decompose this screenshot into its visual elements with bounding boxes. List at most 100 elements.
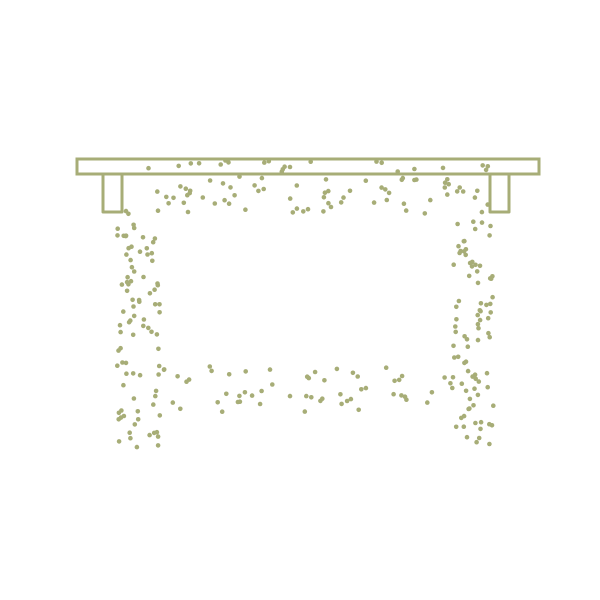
stipple-dot — [220, 181, 226, 186]
stipple-dot — [232, 193, 237, 198]
stipple-dot — [218, 162, 223, 167]
stipple-dot — [445, 177, 450, 182]
stipple-dot — [458, 248, 463, 254]
stipple-dot — [478, 301, 484, 306]
stipple-dot — [448, 381, 453, 386]
stipple-dot — [475, 321, 481, 327]
stipple-dot — [488, 301, 493, 307]
stipple-dot — [399, 373, 405, 379]
stipple-dot — [153, 388, 159, 394]
stipple-dot — [287, 393, 293, 399]
stipple-dot — [150, 258, 155, 264]
stipple-dot — [371, 200, 377, 205]
stipple-dot — [115, 363, 120, 369]
stipple-dot — [453, 424, 459, 430]
stipple-dot — [129, 244, 134, 249]
stipple-dot — [294, 183, 300, 188]
stipple-dot — [471, 403, 476, 408]
stipple-dot — [478, 419, 484, 425]
stipple-dot — [472, 386, 477, 392]
stipple-dot — [428, 197, 433, 203]
stipple-dot — [465, 344, 471, 350]
stipple-dot — [446, 181, 452, 187]
stipple-dot — [226, 372, 232, 377]
stipple-dot — [301, 209, 306, 214]
stipple-dot — [237, 399, 243, 405]
stipple-dot — [455, 354, 461, 360]
stipple-dot — [341, 195, 346, 200]
stipple-dot — [121, 382, 126, 388]
table-bracket-right — [488, 174, 511, 214]
stipple-dot — [130, 297, 135, 303]
stipple-dot — [126, 319, 132, 325]
stipple-dot — [200, 195, 206, 200]
stipple-dot — [442, 180, 448, 185]
stipple-dot — [466, 406, 471, 412]
stipple-dot — [282, 164, 287, 169]
stipple-dot — [392, 378, 397, 384]
stipple-dot — [309, 395, 314, 400]
stipple-dot — [451, 262, 457, 268]
stipple-dot — [338, 392, 343, 397]
stipple-dot — [451, 343, 456, 349]
stipple-dot — [135, 417, 141, 422]
stipple-dot — [456, 243, 461, 249]
stipple-dot — [145, 252, 150, 257]
stipple-dot — [270, 382, 275, 387]
stipple-dot — [487, 334, 493, 340]
stipple-dot — [478, 426, 483, 432]
stipple-dot — [196, 161, 202, 166]
stipple-dot — [484, 302, 489, 308]
stipple-dot — [472, 195, 478, 200]
stipple-dot — [290, 210, 296, 215]
stipple-dot — [323, 177, 329, 182]
stipple-dot — [475, 280, 481, 286]
stipple-dot — [243, 207, 248, 212]
stipple-dot — [259, 388, 264, 394]
stipple-dot — [135, 409, 141, 414]
stipple-dot — [454, 317, 459, 322]
stipple-dot — [178, 184, 183, 189]
stipple-dot — [453, 324, 458, 329]
stipple-dot — [119, 282, 125, 287]
stipple-dot — [121, 309, 126, 314]
stipple-dot — [312, 369, 318, 375]
stipple-dot — [128, 278, 134, 284]
stipple-dot — [131, 269, 137, 274]
stipple-dot — [141, 323, 146, 329]
stipple-dot — [131, 396, 137, 401]
stipple-dot — [302, 409, 308, 414]
stipple-dot — [396, 377, 402, 383]
stipple-dot — [467, 260, 473, 266]
stipple-dot — [226, 160, 231, 165]
stipple-dot — [348, 396, 354, 402]
stipple-dot — [267, 367, 273, 372]
stipple-dot — [467, 396, 473, 402]
stipple-dot — [475, 392, 481, 398]
stipple-dot — [128, 257, 133, 263]
stipple-dot — [154, 332, 160, 337]
stipple-dot — [262, 160, 267, 165]
stipple-dot — [161, 367, 167, 372]
stipple-dot — [485, 164, 491, 169]
stipple-dot — [149, 250, 155, 256]
stipple-dot — [476, 435, 482, 441]
stipple-dot — [146, 165, 151, 171]
stipple-dot — [488, 223, 493, 229]
stipple-dot — [474, 439, 479, 445]
stipple-dot — [304, 374, 310, 380]
stipple-dot — [450, 375, 456, 380]
stipple-dot — [118, 415, 124, 420]
stipple-dot — [338, 200, 344, 205]
stipple-dot — [119, 408, 124, 413]
stipple-dot — [479, 209, 485, 215]
stipple-dot — [463, 388, 469, 394]
stipple-dot — [155, 443, 161, 448]
stipple-dot — [120, 360, 125, 365]
stipple-dot — [294, 206, 300, 211]
stipple-dot — [222, 197, 227, 203]
stipple-dot — [304, 393, 309, 399]
stipple-dot — [320, 396, 325, 402]
stipple-dot — [403, 208, 409, 213]
